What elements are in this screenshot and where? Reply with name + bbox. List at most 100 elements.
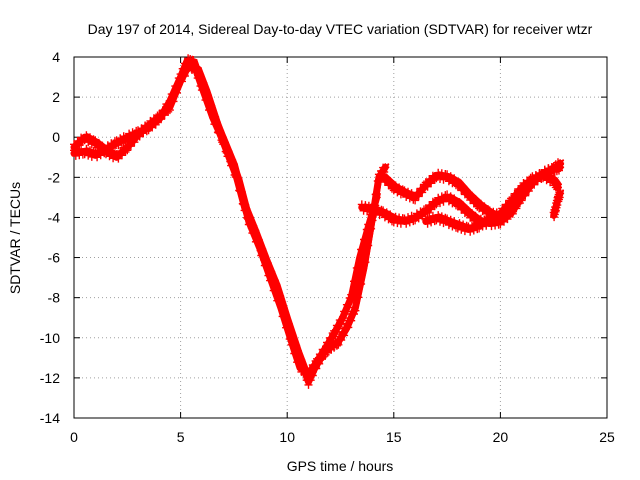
data-point [421,214,430,223]
data-point [355,256,364,265]
data-point [492,208,501,217]
data-point [351,276,360,285]
y-tick-label: -14 [40,410,60,426]
data-point [508,209,517,218]
data-point [420,205,428,214]
data-point [459,220,468,229]
data-point [405,194,414,203]
data-point [432,216,441,225]
series-track-b [70,59,381,381]
data-point [244,220,253,229]
data-point [365,221,374,230]
series-track-e [421,169,562,236]
data-point [409,217,418,226]
data-point [437,192,446,201]
data-point [544,164,553,173]
data-point [372,193,381,202]
data-point [464,222,473,231]
data-point [358,246,367,255]
data-point [250,227,259,236]
data-point [402,219,411,228]
chart-title: Day 197 of 2014, Sidereal Day-to-day VTE… [88,21,593,37]
y-tick-label: 0 [52,129,60,145]
data-point [379,170,388,179]
data-point [360,235,368,244]
data-point [257,251,266,260]
data-point [225,150,234,159]
x-tick-label: 5 [177,429,185,445]
y-tick-label: -8 [48,290,61,306]
x-tick-label: 20 [493,429,509,445]
data-point [411,196,420,205]
data-point [204,91,212,100]
data-point [171,87,180,96]
data-point [130,138,139,147]
data-point [423,219,432,228]
data-point [389,218,398,227]
data-point [531,171,540,179]
data-point [196,71,205,80]
data-point [361,236,370,245]
data-point [180,72,189,80]
data-point [354,293,363,302]
data-point [287,340,296,349]
data-point [530,177,539,186]
data-point [100,148,109,157]
data-point [80,150,89,159]
data-point [123,146,132,155]
data-point [375,211,384,220]
data-point [381,163,390,172]
data-point [142,125,151,134]
data-point [118,151,126,160]
data-point [239,200,248,209]
y-tick-label: -4 [48,209,61,225]
data-point [459,201,468,210]
data-point [436,199,444,208]
data-point [164,107,173,116]
data-point [290,349,299,358]
y-axis-label: SDTVAR / TECUs [7,182,23,294]
data-point [556,163,565,172]
data-point [228,160,237,169]
data-point [370,203,379,212]
x-tick-label: 0 [70,429,78,445]
data-point [373,204,382,213]
data-point [303,371,312,380]
data-point [214,128,223,137]
data-point [337,336,346,345]
data-point [434,211,443,220]
data-point [205,102,214,111]
data-point [388,217,396,226]
data-point [199,78,208,87]
x-axis-label: GPS time / hours [287,458,394,474]
data-point [220,136,228,145]
data-point [351,306,360,315]
data-point [404,213,412,222]
data-point [418,188,427,197]
data-point [512,193,521,202]
data-point [125,129,134,138]
data-point [321,346,330,355]
data-point [335,332,344,341]
x-tick-label: 25 [599,429,615,445]
data-point [448,222,457,231]
data-point [338,316,347,325]
data-point [70,140,78,149]
data-point [553,201,562,210]
data-point [512,204,521,213]
data-point [507,194,516,203]
data-point [192,63,201,71]
data-point [338,327,347,336]
data-point [357,280,366,288]
data-point [334,340,343,349]
data-point [423,208,432,217]
x-tick-label: 15 [386,429,402,445]
series-line [70,61,381,378]
data-point [98,141,107,150]
x-tick-label: 10 [279,429,295,445]
data-point [404,187,412,196]
data-point [423,182,432,191]
data-point [89,135,98,144]
data-point [554,183,562,192]
